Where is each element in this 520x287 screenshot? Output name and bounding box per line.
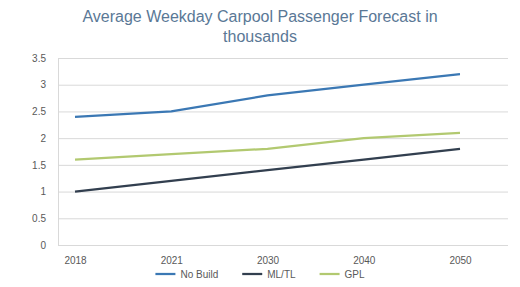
grid-line xyxy=(58,165,508,166)
legend-label: No Build xyxy=(180,269,218,280)
x-tick-label: 2050 xyxy=(449,255,472,266)
x-tick-label: 2040 xyxy=(353,255,376,266)
x-tick: 2040 xyxy=(353,245,376,266)
y-axis-line xyxy=(58,59,59,246)
title: Average Weekday Carpool Passenger Foreca… xyxy=(82,8,437,45)
x-tick-label: 2018 xyxy=(64,255,87,266)
chart: Average Weekday Carpool Passenger Foreca… xyxy=(0,0,520,287)
y-tick-label: 3 xyxy=(40,79,46,90)
y-tick: 0 xyxy=(40,240,508,251)
legend-swatch xyxy=(155,273,175,275)
grid-line xyxy=(58,245,508,246)
series-line xyxy=(75,133,460,160)
legend-swatch xyxy=(320,273,340,275)
grid-line xyxy=(58,138,508,139)
legend-item: No Build xyxy=(155,269,218,280)
x-axis-line xyxy=(76,245,461,246)
y-tick: 3.5 xyxy=(32,53,508,64)
y-tick-label: 0.5 xyxy=(32,213,46,224)
y-tick-label: 3.5 xyxy=(32,53,46,64)
y-tick-label: 1.5 xyxy=(32,160,46,171)
grid-line xyxy=(58,192,508,193)
legend-item: GPL xyxy=(320,269,365,280)
plot-area xyxy=(75,74,460,192)
legend-label: ML/TL xyxy=(267,269,296,280)
x-tick: 2030 xyxy=(257,245,280,266)
y-axis: 0 0.5 1 1.5 2 2.5 3 3.5 xyxy=(32,53,508,251)
legend: No Build ML/TL GPL xyxy=(155,269,365,280)
y-tick-label: 2 xyxy=(40,133,46,144)
x-tick-label: 2021 xyxy=(161,255,184,266)
legend-label: GPL xyxy=(345,269,365,280)
grid-line xyxy=(58,85,508,86)
x-axis: 2018 2021 2030 2040 2050 xyxy=(64,245,472,266)
grid-line xyxy=(58,58,508,59)
y-tick: 3 xyxy=(40,79,508,90)
x-tick-label: 2030 xyxy=(257,255,280,266)
x-tick: 2050 xyxy=(449,245,472,266)
legend-swatch xyxy=(242,273,262,275)
legend-item: ML/TL xyxy=(242,269,296,280)
y-tick-label: 1 xyxy=(40,186,46,197)
x-tick: 2021 xyxy=(161,245,184,266)
grid-line xyxy=(58,111,508,112)
y-tick: 0.5 xyxy=(32,213,508,224)
series-line xyxy=(75,74,460,117)
x-tick: 2018 xyxy=(64,245,87,266)
grid-line xyxy=(58,218,508,219)
y-tick-label: 2.5 xyxy=(32,106,46,117)
y-tick-label: 0 xyxy=(40,240,46,251)
